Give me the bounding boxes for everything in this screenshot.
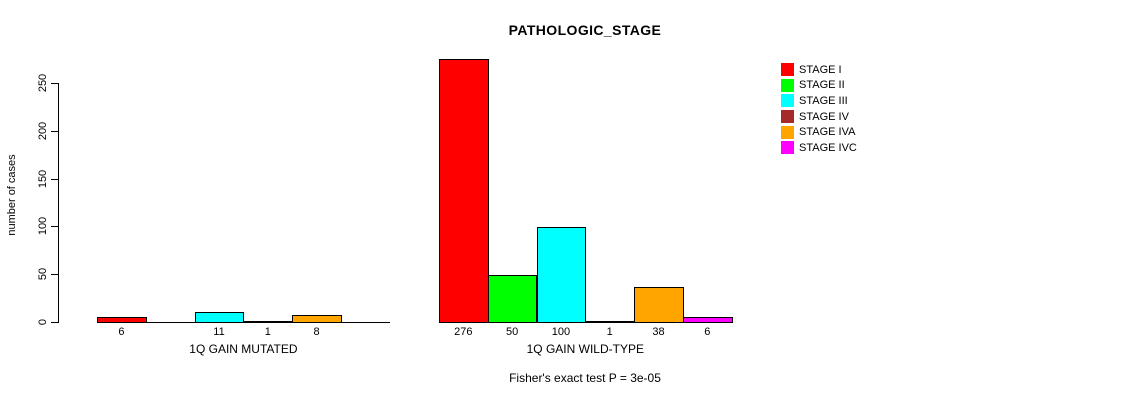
legend-label: STAGE III <box>799 94 848 107</box>
bar <box>682 317 733 323</box>
legend-swatch <box>781 63 794 77</box>
bar <box>634 286 684 323</box>
y-tick <box>51 226 58 228</box>
bar <box>438 59 489 323</box>
group-label: 1Q GAIN MUTATED <box>189 342 298 356</box>
y-axis-line <box>58 83 59 323</box>
bar <box>536 227 587 323</box>
legend-swatch <box>781 110 794 124</box>
y-tick <box>51 130 58 132</box>
bar-value-label: 100 <box>551 326 571 338</box>
bar-value-label: 8 <box>313 326 320 338</box>
bar-value-label: 6 <box>704 326 711 338</box>
legend-item: STAGE II <box>781 78 857 94</box>
chart-title: PATHOLOGIC_STAGE <box>508 22 662 38</box>
legend-label: STAGE II <box>799 79 845 92</box>
legend-label: STAGE I <box>799 63 842 76</box>
bar-value-label: 1 <box>606 326 613 338</box>
bar-value-label: 1 <box>264 326 271 338</box>
bar-value-label: 38 <box>652 326 665 338</box>
legend-label: STAGE IVA <box>799 126 856 139</box>
legend-label: STAGE IVC <box>799 141 857 154</box>
y-tick-label: 0 <box>37 318 49 326</box>
fisher-test-pvalue: Fisher's exact test P = 3e-05 <box>509 371 661 385</box>
y-tick <box>51 178 58 180</box>
bar <box>194 312 245 323</box>
legend-label: STAGE IV <box>799 110 849 123</box>
bar <box>487 275 538 323</box>
legend: STAGE I STAGE II STAGE III STAGE IV STAGE IV… <box>781 62 857 156</box>
legend-item: STAGE IVC <box>781 140 857 156</box>
bar <box>292 315 342 323</box>
legend-item: STAGE I <box>781 62 857 78</box>
bar-value-label: 50 <box>505 326 519 338</box>
legend-item: STAGE IV <box>781 109 857 125</box>
y-tick-label: 200 <box>37 121 49 140</box>
legend-swatch <box>781 94 794 108</box>
legend-item: STAGE III <box>781 93 857 109</box>
y-tick <box>51 274 58 276</box>
y-tick-label: 50 <box>37 268 49 281</box>
y-tick <box>51 322 58 323</box>
y-tick-label: 250 <box>37 73 49 93</box>
y-tick <box>51 83 58 84</box>
legend-swatch <box>781 78 794 92</box>
bar-value-label: 276 <box>454 326 473 338</box>
legend-swatch <box>781 125 794 139</box>
bar-value-label: 6 <box>118 326 125 338</box>
legend-swatch <box>781 141 794 155</box>
legend-item: STAGE IVA <box>781 124 857 140</box>
group-label: 1Q GAIN WILD-TYPE <box>526 342 644 356</box>
y-tick-label: 100 <box>37 217 49 236</box>
y-tick-label: 150 <box>37 169 49 188</box>
bar <box>97 317 147 323</box>
bar <box>585 321 636 323</box>
bar <box>243 321 294 323</box>
bar-value-label: 11 <box>213 326 225 338</box>
